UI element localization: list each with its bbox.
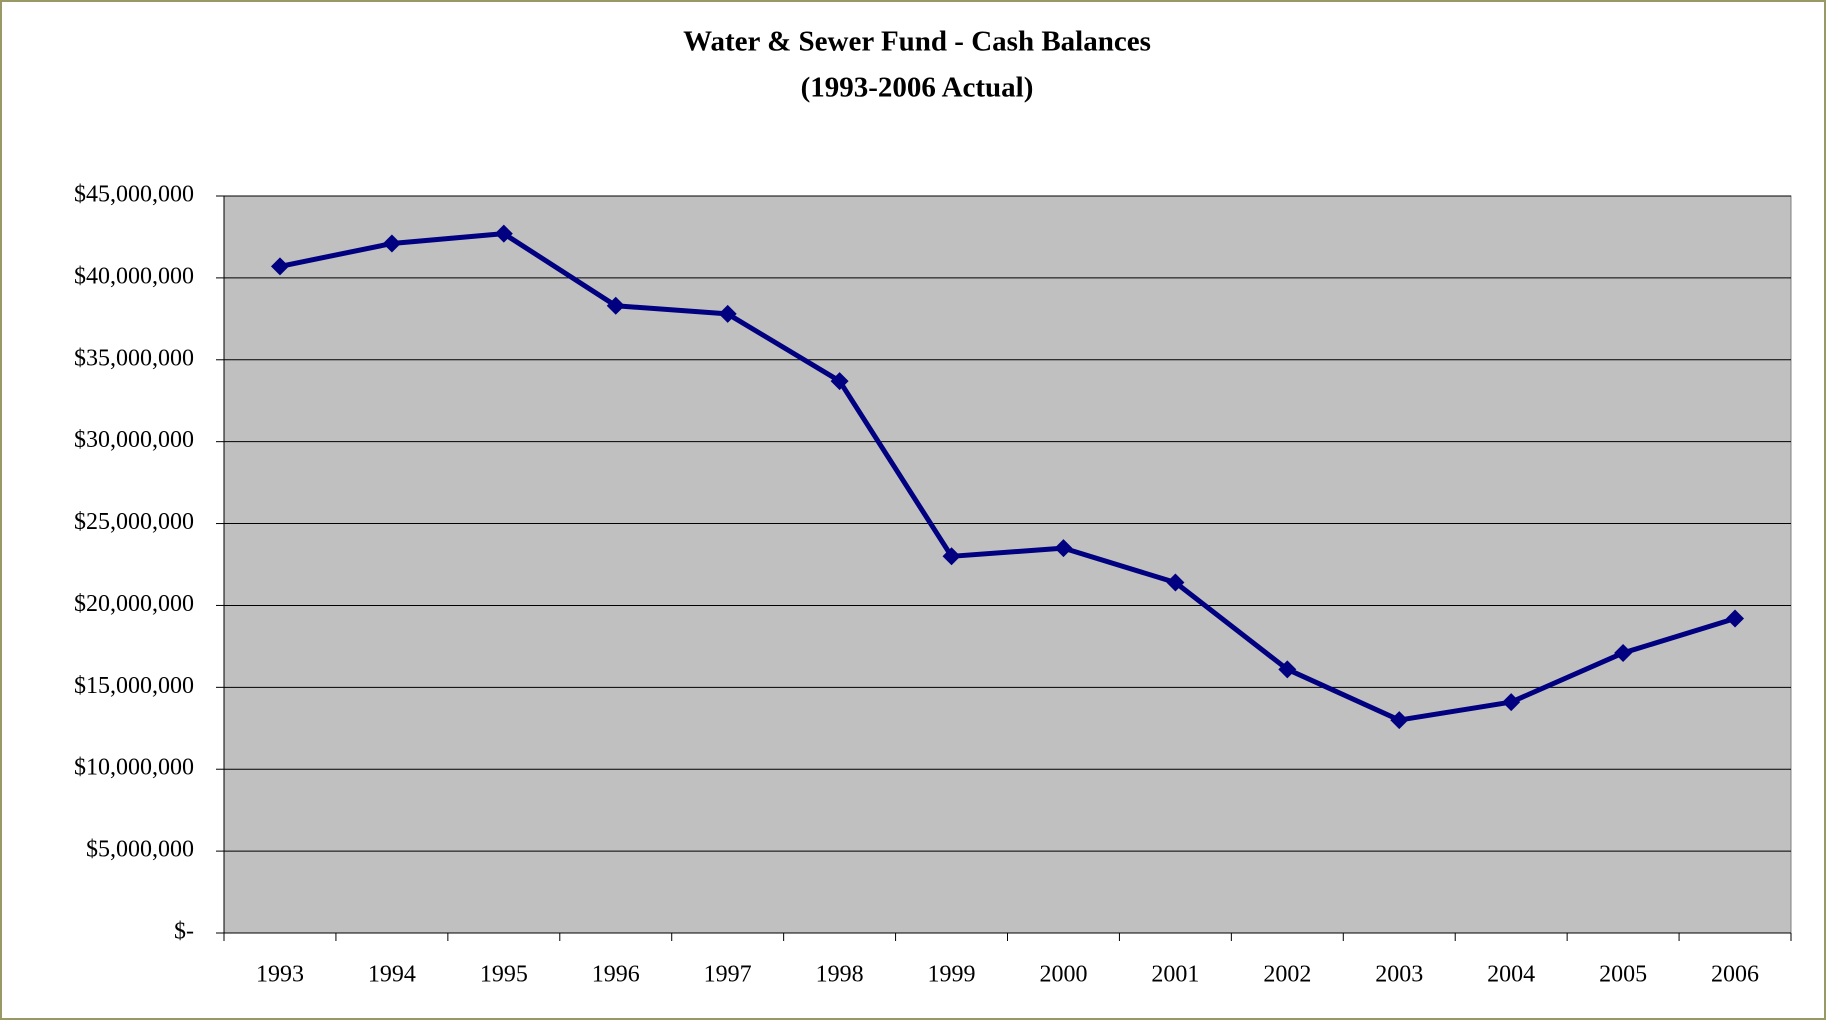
data-marker [382,234,401,253]
x-tick-label: 2004 [1487,962,1535,988]
y-tick-label: $- [174,919,194,945]
data-marker [494,224,513,243]
x-tick-label: 2003 [1375,962,1423,988]
y-tick-label: $25,000,000 [74,509,194,535]
data-marker [1390,711,1409,730]
data-marker [1614,643,1633,662]
data-marker [1502,693,1521,712]
x-tick-label: 2002 [1263,962,1311,988]
data-line [279,231,1736,723]
data-marker [830,372,849,391]
data-marker [270,257,289,276]
x-tick-label: 1999 [928,962,976,988]
x-tick-label: 2000 [1039,962,1087,988]
y-tick-label: $20,000,000 [74,591,194,617]
x-tick-label: 2005 [1599,962,1647,988]
data-marker [942,547,961,566]
chart-subtitle: (1993-2006 Actual) [801,72,1034,104]
y-tick-label: $10,000,000 [74,755,194,781]
x-tick-label: 2006 [1711,962,1759,988]
data-marker [718,304,737,323]
plot-area [223,195,1792,934]
data-marker [1726,609,1745,628]
data-marker [606,296,625,315]
data-marker [1278,660,1297,679]
y-tick-label: $15,000,000 [74,673,194,699]
x-tick-label: 1996 [592,962,640,988]
x-tick-label: 1993 [256,962,304,988]
y-tick-label: $5,000,000 [86,837,194,863]
x-tick-label: 1997 [704,962,752,988]
y-tick-label: $45,000,000 [74,182,194,208]
y-tick-label: $35,000,000 [74,345,194,371]
y-tick-label: $30,000,000 [74,427,194,453]
data-marker [1054,539,1073,558]
data-marker [1166,573,1185,592]
y-tick-label: $40,000,000 [74,263,194,289]
x-tick-label: 1998 [816,962,864,988]
x-tick-label: 2001 [1151,962,1199,988]
x-tick-label: 1995 [480,962,528,988]
x-tick-label: 1994 [368,962,416,988]
chart-title: Water & Sewer Fund - Cash Balances [683,26,1151,58]
